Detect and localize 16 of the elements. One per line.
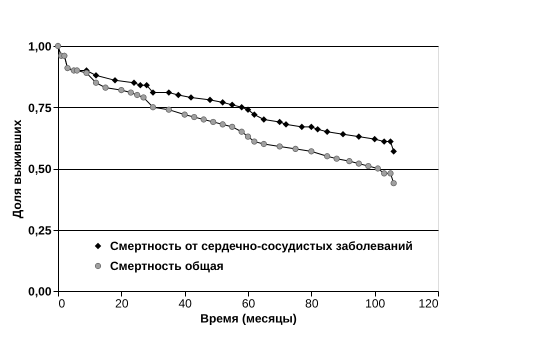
y-tick-label: 0,50 bbox=[28, 162, 52, 176]
y-tick-label: 1,00 bbox=[28, 40, 52, 54]
x-tick-label: 40 bbox=[178, 296, 192, 310]
y-tick-label: 0,75 bbox=[28, 100, 52, 115]
y-tick-label: 0,25 bbox=[28, 223, 52, 238]
x-tick-label: 60 bbox=[242, 296, 256, 310]
legend-label: Смертность от сердечно-сосудистых заболеваний bbox=[110, 239, 413, 253]
x-tick-label: 120 bbox=[418, 296, 439, 310]
x-tick-label: 100 bbox=[365, 296, 386, 310]
x-tick-label: 0 bbox=[58, 296, 66, 310]
y-tick-label: 0,00 bbox=[28, 284, 52, 298]
x-tick-label: 20 bbox=[115, 296, 129, 310]
y-axis-title: Доля выживших bbox=[10, 119, 24, 218]
legend-label: Смертность общая bbox=[110, 259, 224, 273]
x-axis-title: Время (месяцы) bbox=[200, 312, 297, 326]
x-tick-label: 80 bbox=[305, 296, 319, 310]
